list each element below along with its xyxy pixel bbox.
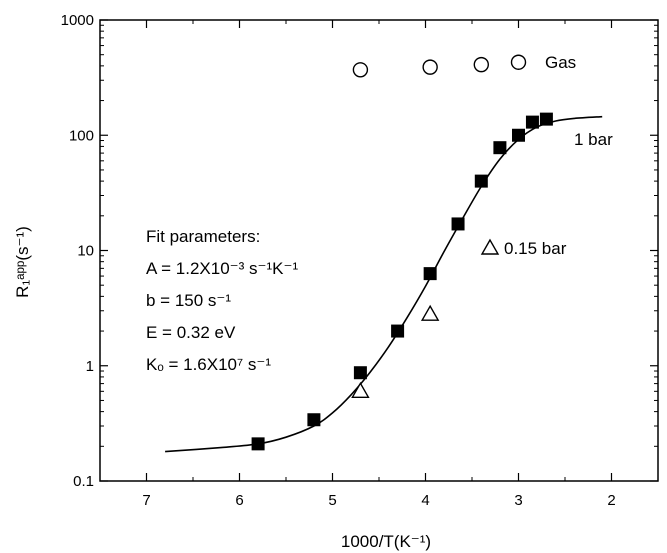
fit-parameters-box: Fit parameters: A = 1.2X10⁻³ s⁻¹K⁻¹ b = … <box>146 227 298 374</box>
low-bar-label-group: 0.15 bar <box>480 238 567 258</box>
y-tick-label: 1 <box>86 358 94 375</box>
x-tick-label: 6 <box>235 492 243 509</box>
x-tick-label: 5 <box>328 492 336 509</box>
one-bar-label: 1 bar <box>574 130 613 149</box>
fit-curve <box>165 115 603 453</box>
fit-parameter-b: b = 150 s⁻¹ <box>146 291 231 310</box>
one-bar-point <box>539 112 553 126</box>
one-bar-label-group: 1 bar <box>574 130 613 149</box>
y-tick-label: 1000 <box>61 12 94 29</box>
gas-label: Gas <box>545 53 576 72</box>
one-bar-point <box>423 267 437 281</box>
fit-parameter-k: Kₒ = 1.6X10⁷ s⁻¹ <box>146 355 271 374</box>
y-tick-label: 0.1 <box>73 473 94 490</box>
axis-ticks: 7 6 5 4 3 2 0.1 1 10 100 1000 <box>61 12 659 509</box>
plot-frame <box>99 19 659 482</box>
fit-parameter-a: A = 1.2X10⁻³ s⁻¹K⁻¹ <box>146 259 298 278</box>
one-bar-point <box>525 115 539 129</box>
fit-parameter-e: E = 0.32 eV <box>146 323 236 342</box>
one-bar-point <box>391 324 405 338</box>
fit-curve-layer <box>165 115 603 453</box>
y-axis-title: R₁ᵃᵖᵖ(s⁻¹) <box>13 226 32 298</box>
low-bar-point <box>351 381 370 399</box>
one-bar-point <box>474 174 488 188</box>
gas-point <box>510 54 527 70</box>
x-tick-label: 3 <box>514 492 522 509</box>
low-bar-label: 0.15 bar <box>504 239 567 258</box>
one-bar-point <box>512 128 525 142</box>
y-tick-label: 100 <box>69 127 94 144</box>
x-tick-label: 2 <box>607 492 615 509</box>
gas-label-group: Gas <box>545 53 576 72</box>
plot-border <box>99 19 659 482</box>
low-bar-point <box>420 304 440 321</box>
x-tick-label: 7 <box>142 492 150 509</box>
x-tick-label: 4 <box>421 492 429 509</box>
one-bar-point <box>451 217 465 231</box>
x-axis-title: 1000/T(K⁻¹) <box>341 532 431 551</box>
one-bar-point <box>251 437 265 451</box>
fit-parameters-title: Fit parameters: <box>146 227 260 246</box>
gas-point <box>352 62 369 78</box>
gas-point <box>473 56 489 73</box>
one-bar-point <box>493 141 507 155</box>
gas-point <box>422 59 438 75</box>
low-bar-legend-marker <box>480 238 500 255</box>
data-markers <box>251 54 553 451</box>
one-bar-point <box>353 366 367 380</box>
y-tick-label: 10 <box>77 243 94 260</box>
one-bar-point <box>307 413 321 427</box>
